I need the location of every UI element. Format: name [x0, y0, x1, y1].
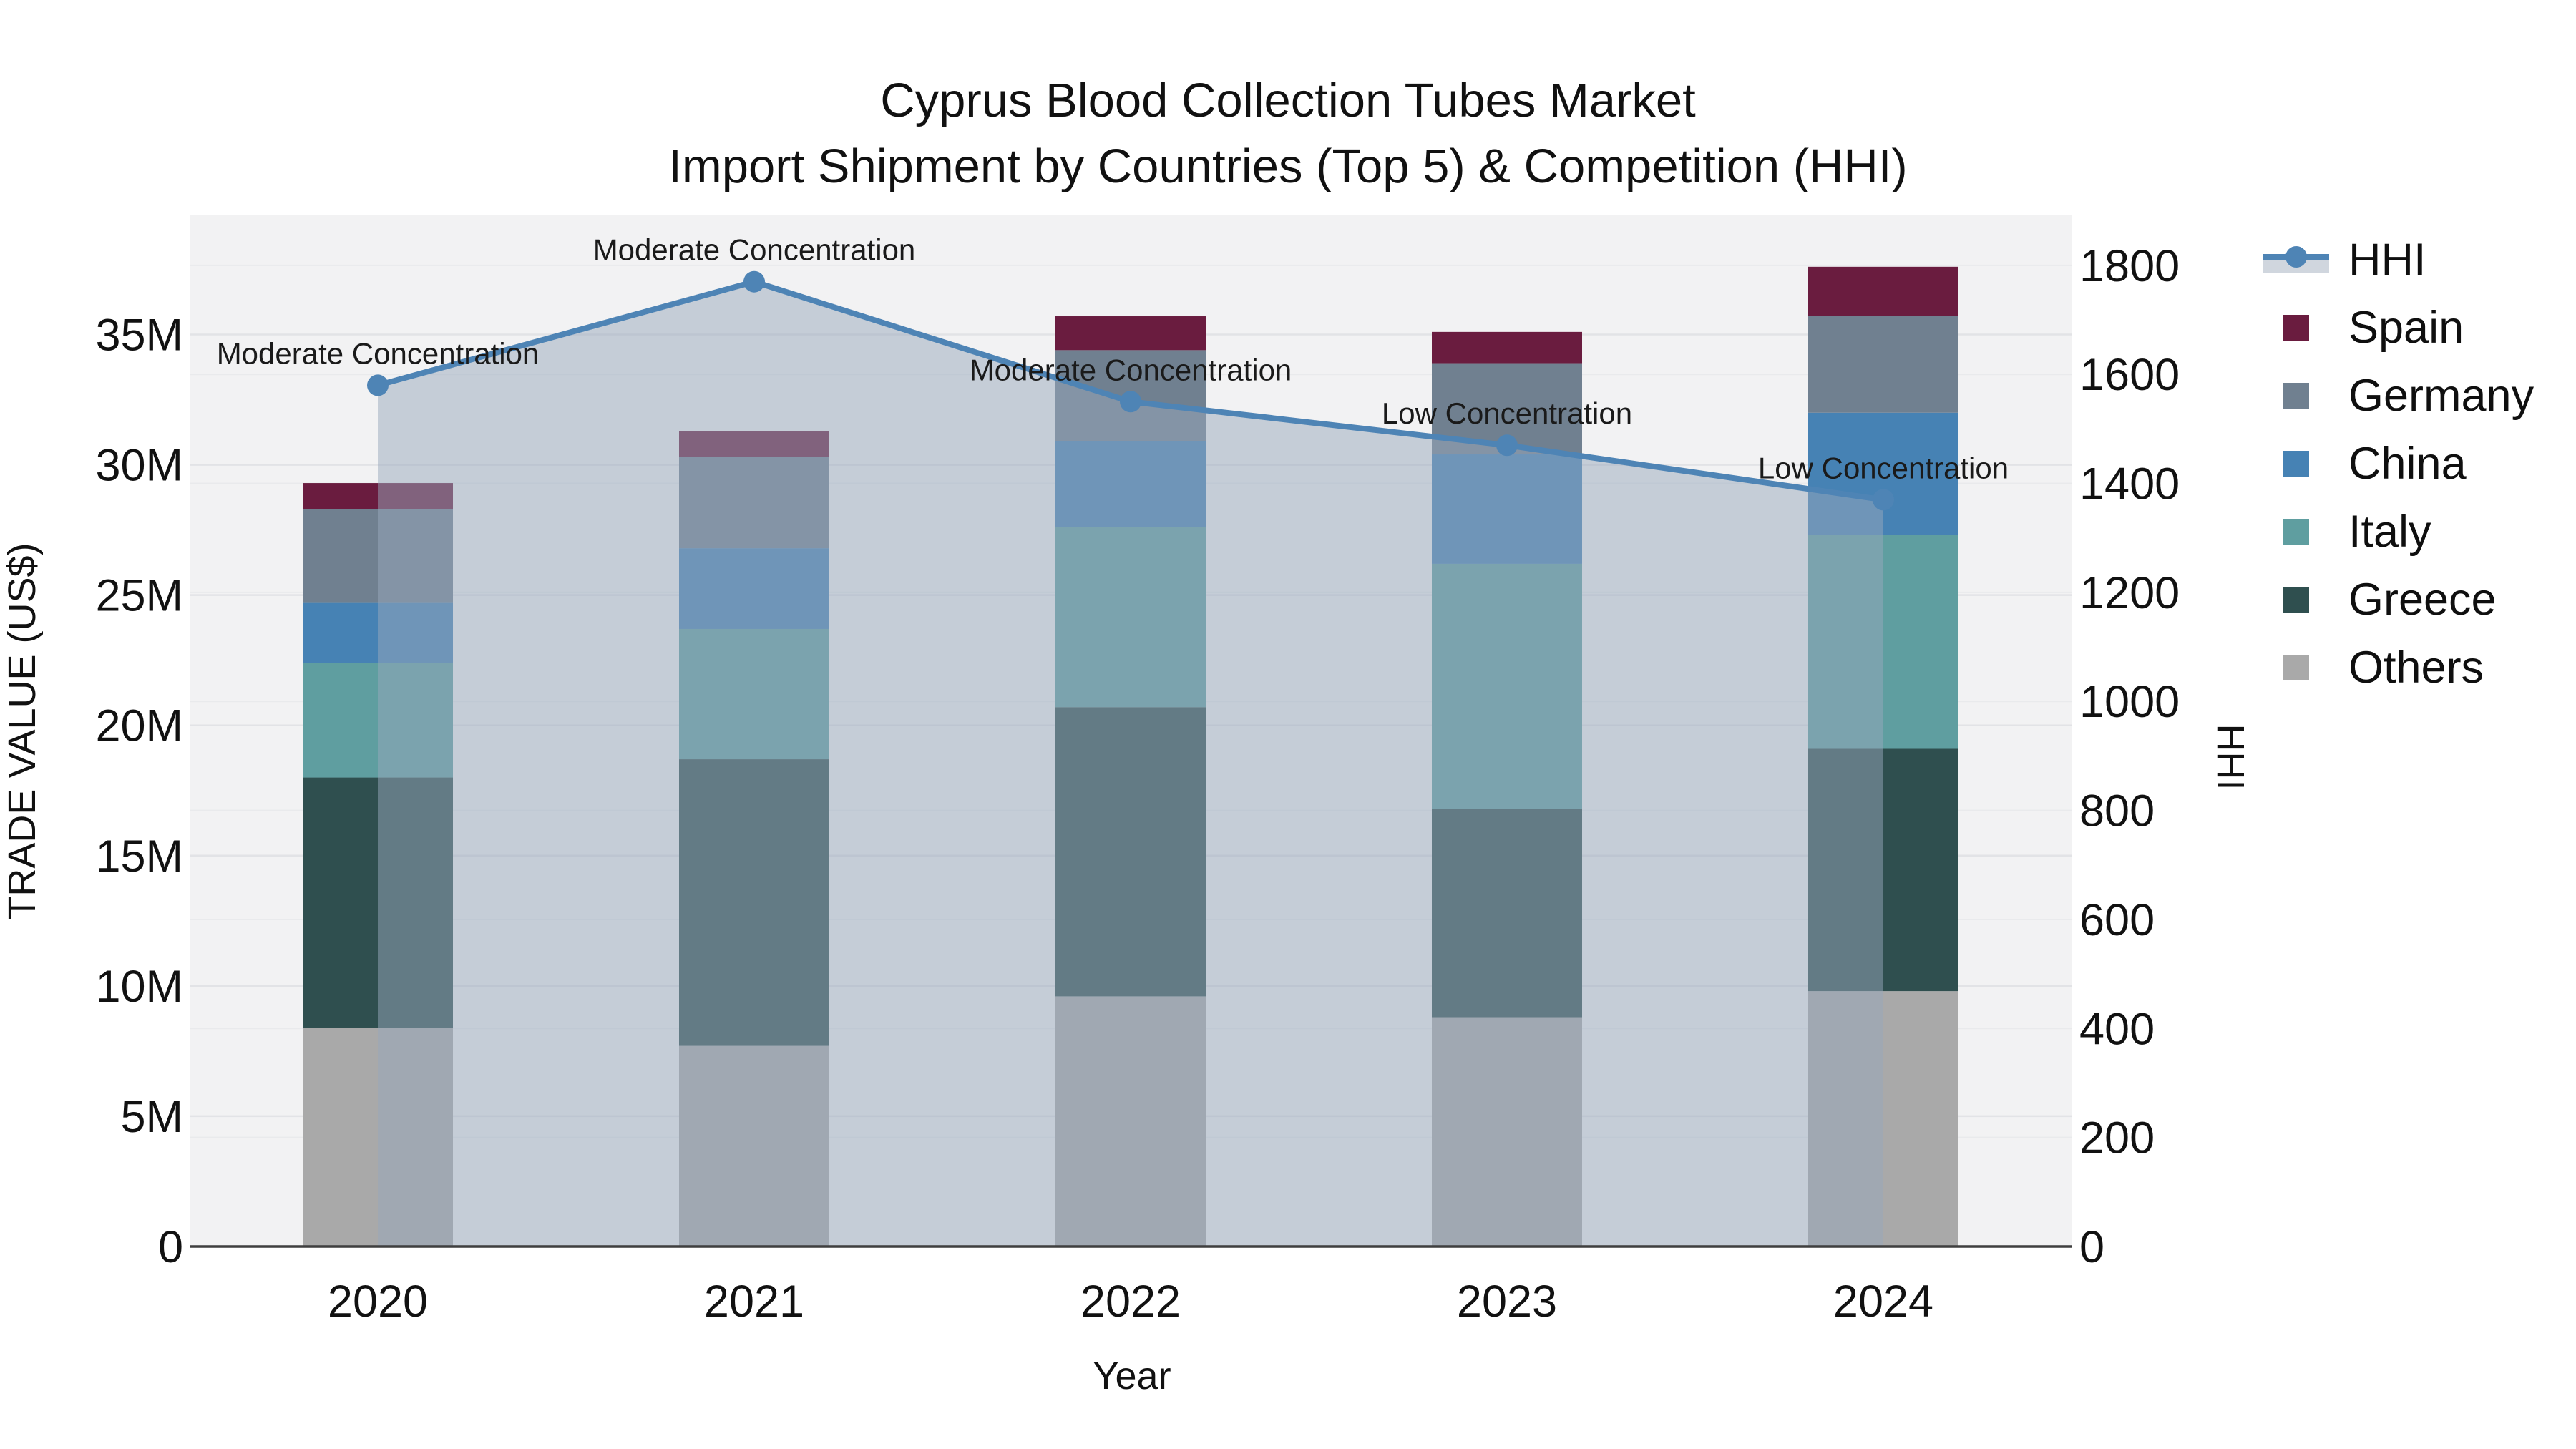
x-tick-2023: 2023 [1457, 1277, 1557, 1327]
legend: HHI Spain Germany China Italy Greece Others [2254, 225, 2534, 701]
y-left-tick-0: 0 [158, 1222, 183, 1272]
y-right-tick-400: 400 [2079, 1004, 2155, 1054]
legend-label-greece: Greece [2348, 574, 2497, 625]
annotation-2023: Low Concentration [1382, 396, 1632, 430]
y-right-tick-1600: 1600 [2079, 350, 2180, 400]
annotation-2022: Moderate Concentration [970, 353, 1292, 386]
hhi-marker-2024[interactable] [1873, 489, 1894, 511]
legend-label-hhi: HHI [2348, 234, 2426, 285]
legend-swatch-icon [2254, 382, 2338, 409]
legend-swatch-icon [2254, 518, 2338, 545]
y-right-tick-1800: 1800 [2079, 241, 2180, 291]
x-tick-2020: 2020 [328, 1277, 428, 1327]
y-left-tick-20M: 20M [95, 701, 183, 751]
bar-segment-germany-2024[interactable] [1808, 316, 1958, 413]
y-right-tick-0: 0 [2079, 1222, 2104, 1272]
bar-segment-spain-2022[interactable] [1055, 316, 1206, 351]
legend-item-spain[interactable]: Spain [2254, 293, 2534, 361]
chart-title: Cyprus Blood Collection Tubes Market Imp… [0, 68, 2576, 200]
legend-item-hhi[interactable]: HHI [2254, 225, 2534, 293]
annotation-2021: Moderate Concentration [593, 233, 916, 267]
legend-swatch-icon [2254, 450, 2338, 477]
y-left-tick-30M: 30M [95, 441, 183, 491]
y-left-tick-5M: 5M [120, 1092, 183, 1142]
x-tick-2021: 2021 [704, 1277, 804, 1327]
legend-item-china[interactable]: China [2254, 429, 2534, 497]
y-right-tick-1200: 1200 [2079, 568, 2180, 618]
hhi-line-swatch-icon [2254, 244, 2338, 275]
y-left-tick-10M: 10M [95, 962, 183, 1012]
legend-swatch-icon [2254, 586, 2338, 613]
legend-label-spain: Spain [2348, 302, 2464, 353]
x-tick-2024: 2024 [1833, 1277, 1933, 1327]
hhi-area-fill [378, 281, 1883, 1247]
legend-item-italy[interactable]: Italy [2254, 497, 2534, 565]
bar-segment-spain-2023[interactable] [1432, 331, 1582, 364]
y-left-tick-35M: 35M [95, 311, 183, 361]
legend-item-germany[interactable]: Germany [2254, 361, 2534, 429]
chart-title-line1: Cyprus Blood Collection Tubes Market [880, 74, 1696, 127]
chart-title-line2: Import Shipment by Countries (Top 5) & C… [668, 140, 1908, 193]
legend-label-china: China [2348, 438, 2467, 489]
x-axis-title: Year [1093, 1355, 1171, 1397]
legend-label-germany: Germany [2348, 370, 2534, 421]
hhi-marker-2023[interactable] [1496, 434, 1518, 457]
bar-segment-spain-2024[interactable] [1808, 266, 1958, 317]
legend-swatch-icon [2254, 654, 2338, 680]
legend-item-greece[interactable]: Greece [2254, 565, 2534, 633]
y-left-tick-15M: 15M [95, 831, 183, 882]
hhi-marker-2022[interactable] [1120, 391, 1141, 413]
y-right-tick-1000: 1000 [2079, 677, 2180, 727]
y-right-tick-600: 600 [2079, 895, 2155, 945]
legend-item-others[interactable]: Others [2254, 633, 2534, 701]
legend-label-italy: Italy [2348, 506, 2431, 557]
annotation-2024: Low Concentration [1758, 451, 2009, 484]
hhi-marker-2021[interactable] [743, 270, 765, 293]
y-right-tick-1400: 1400 [2079, 459, 2180, 509]
legend-label-others: Others [2348, 642, 2484, 693]
y-right-tick-200: 200 [2079, 1113, 2155, 1163]
y-left-tick-25M: 25M [95, 571, 183, 621]
annotation-2020: Moderate Concentration [217, 336, 540, 370]
x-tick-2022: 2022 [1080, 1277, 1181, 1327]
y-right-tick-800: 800 [2079, 786, 2155, 836]
legend-swatch-icon [2254, 314, 2338, 341]
hhi-marker-2020[interactable] [367, 374, 389, 396]
